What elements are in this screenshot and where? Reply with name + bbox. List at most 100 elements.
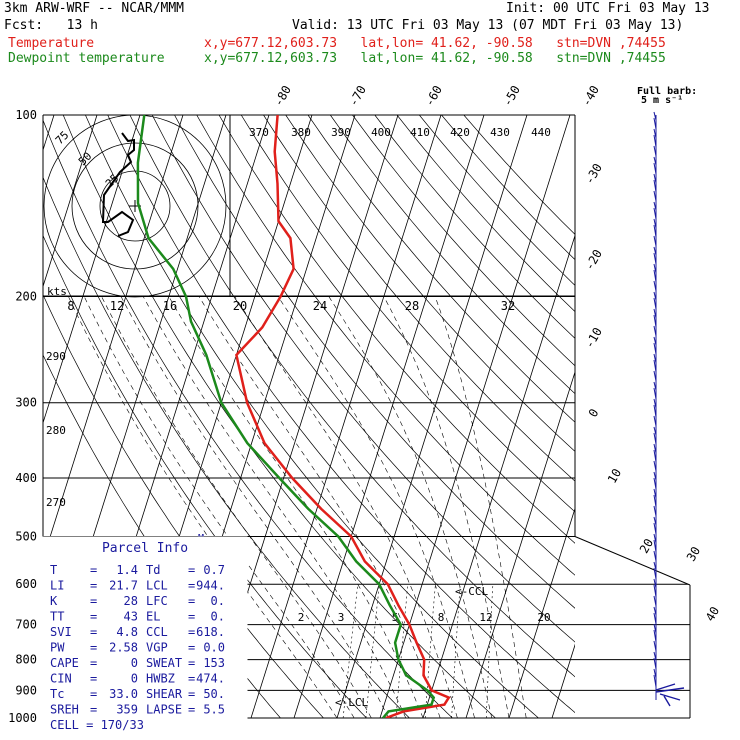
mixing-ratio-label: 12 xyxy=(479,611,492,624)
dry-adiabat xyxy=(352,115,575,367)
lcl-marker: <-LCL xyxy=(335,696,368,709)
parcel-equals: = xyxy=(188,703,195,717)
isotherm-label: -60 xyxy=(422,83,445,109)
parcel-label: VGP xyxy=(146,641,168,655)
parcel-label: LI xyxy=(50,579,64,593)
pressure-label: 700 xyxy=(15,618,37,632)
parcel-label: SVI xyxy=(50,625,72,639)
wind-barb xyxy=(653,297,657,310)
wind-barb xyxy=(653,156,657,166)
parcel-label: T xyxy=(50,563,57,577)
wind-barb xyxy=(653,269,657,283)
wind-barb xyxy=(653,488,657,499)
parcel-label: HWBZ xyxy=(146,672,175,686)
wind-barb xyxy=(653,128,657,139)
dry-adiabat xyxy=(43,119,454,718)
temperature-legend: Temperature xyxy=(8,36,95,51)
wind-barb xyxy=(653,449,657,463)
isotherm-label: 40 xyxy=(703,604,722,624)
wind-barb xyxy=(653,387,657,400)
wind-barb xyxy=(653,550,657,562)
barb-title: Full barb: xyxy=(637,86,697,97)
barb-units: 5 m s⁻¹ xyxy=(641,95,683,106)
parcel-label: Td xyxy=(146,563,160,577)
parcel-value: 0.0 xyxy=(203,641,225,655)
dry-adiabat xyxy=(330,115,575,395)
wind-barb xyxy=(653,173,657,184)
parcel-label: SREH xyxy=(50,703,79,717)
wind-barb xyxy=(653,657,657,670)
wind-barb xyxy=(653,539,657,553)
inset-axis-label: 28 xyxy=(405,299,419,313)
wind-barb xyxy=(653,162,657,175)
right-axis-lower xyxy=(574,536,691,586)
hodograph-units: kts xyxy=(47,285,67,298)
wind-barb xyxy=(653,325,657,337)
init-time: Init: 00 UTC Fri 03 May 13 xyxy=(506,1,710,16)
wind-barb xyxy=(653,668,657,679)
parcel-equals: = xyxy=(188,610,195,624)
wind-barb xyxy=(653,578,657,589)
parcel-cell: CELL = 170/33 xyxy=(50,718,144,732)
mixing-ratio-label: 20 xyxy=(537,611,550,624)
theta-label: 280 xyxy=(46,424,66,437)
pressure-label: 200 xyxy=(15,290,37,304)
mixing-ratio-line xyxy=(395,584,409,718)
mixing-ratio-line xyxy=(451,584,461,718)
dry-adiabat xyxy=(463,115,575,235)
isotherm-label: 20 xyxy=(637,536,656,556)
parcel-equals: = xyxy=(188,656,195,670)
parcel-value: 0. xyxy=(211,594,225,608)
parcel-equals: = xyxy=(188,594,195,608)
mixing-ratio-line xyxy=(424,584,436,718)
mixing-ratio-line xyxy=(342,584,359,718)
dry-adiabat xyxy=(441,115,575,261)
theta-e-label: 390 xyxy=(331,126,351,139)
wind-barb xyxy=(653,201,657,211)
isotherm-label: -80 xyxy=(271,83,294,109)
theta-label: 290 xyxy=(46,350,66,363)
wind-barb xyxy=(653,398,657,409)
dry-adiabat xyxy=(85,115,540,718)
wind-barb xyxy=(653,471,657,481)
isotherm-line xyxy=(465,370,575,718)
profiles xyxy=(136,115,451,718)
isotherm-line xyxy=(336,115,528,718)
isotherm-label: -70 xyxy=(346,83,369,109)
parcel-equals: = xyxy=(90,641,97,655)
wind-barb xyxy=(653,235,657,247)
moist-adiabat xyxy=(434,296,527,718)
isotherm-line xyxy=(43,115,98,288)
inset-axis-label: 12 xyxy=(110,299,124,313)
dry-adiabat xyxy=(218,115,575,544)
isotherm-line xyxy=(43,115,184,561)
dry-adiabat xyxy=(107,115,575,713)
isotherm-label: 30 xyxy=(684,544,703,564)
wind-barb xyxy=(653,404,657,418)
dewpoint-location: x,y=677.12,603.73 lat,lon= 41.62, -90.58… xyxy=(204,51,666,66)
parcel-value: 21.7 xyxy=(109,579,138,593)
parcel-value: 5.5 xyxy=(203,703,225,717)
wind-barb xyxy=(653,252,657,265)
wind-barb xyxy=(653,432,657,445)
isotherm-line xyxy=(293,115,485,718)
moist-adiabat xyxy=(234,296,458,718)
parcel-equals: = xyxy=(188,672,195,686)
parcel-value: 33.0 xyxy=(109,687,138,701)
pressure-label: 900 xyxy=(15,683,37,697)
theta-e-label: 410 xyxy=(410,126,430,139)
isotherm-line xyxy=(43,115,141,425)
wind-barb xyxy=(653,415,657,427)
dry-adiabat xyxy=(43,176,410,718)
mixing-ratio-line xyxy=(365,584,380,718)
parcel-label: CCL xyxy=(146,625,168,639)
wind-barb xyxy=(653,263,657,274)
parcel-label: SWEAT xyxy=(146,656,182,670)
wind-barb xyxy=(653,179,657,193)
wind-barb xyxy=(653,117,657,130)
parcel-equals: = xyxy=(188,687,195,701)
temperature-profile xyxy=(235,115,451,718)
wind-barb xyxy=(653,190,657,202)
wind-barb xyxy=(653,280,657,292)
